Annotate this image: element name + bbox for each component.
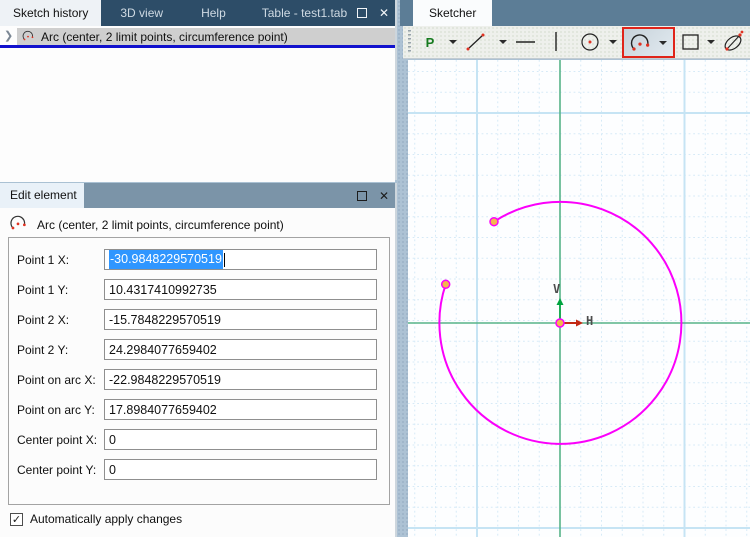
horizontal-line-icon — [516, 41, 535, 43]
field-row: Point 1 X: -30.9848229570519 — [9, 249, 389, 270]
tab-help[interactable]: Help — [201, 6, 226, 20]
edit-window-buttons: ✕ — [356, 183, 389, 209]
axis-v-label: V — [553, 282, 561, 296]
ellipse-icon — [724, 30, 744, 51]
edit-body: Arc (center, 2 limit points, circumferen… — [0, 208, 395, 537]
parameters-groupbox: Point 1 X: -30.9848229570519 Point 1 Y: … — [8, 237, 390, 505]
point-icon: P — [425, 34, 435, 50]
auto-apply-row: ✓ Automatically apply changes — [10, 512, 182, 526]
selection-underline — [0, 45, 395, 48]
sketch-canvas[interactable]: V H — [408, 60, 750, 537]
axis-h-label: H — [586, 314, 594, 328]
selected-text: -30.9848229570519 — [109, 250, 223, 269]
element-title: Arc (center, 2 limit points, circumferen… — [37, 217, 284, 232]
close-icon[interactable]: ✕ — [378, 189, 389, 203]
close-icon[interactable]: ✕ — [378, 6, 389, 20]
edit-element-title[interactable]: Edit element — [0, 183, 84, 208]
maximize-icon[interactable] — [356, 191, 367, 201]
history-row-label: Arc (center, 2 limit points, circumferen… — [41, 30, 288, 44]
tab-table-test1[interactable]: Table - test1.tab — [261, 6, 348, 20]
tab-sketch-history[interactable]: Sketch history — [0, 0, 102, 26]
chevron-down-icon — [707, 40, 715, 44]
field-label: Point 2 Y: — [17, 342, 69, 357]
arc-icon — [8, 213, 28, 236]
rectangle-tool-button[interactable] — [679, 29, 703, 55]
element-header: Arc (center, 2 limit points, circumferen… — [8, 213, 284, 236]
arc-icon — [630, 34, 650, 51]
history-list: ❯ Arc (center, 2 limit points, circumfer… — [0, 28, 395, 182]
row-selection-bg — [17, 28, 395, 45]
history-row-arc[interactable]: ❯ Arc (center, 2 limit points, circumfer… — [0, 28, 395, 45]
field-row: Point 1 Y: — [9, 279, 389, 300]
line-tool-button[interactable] — [463, 29, 489, 55]
tab-3d-view[interactable]: 3D view — [120, 6, 164, 20]
field-row: Point 2 Y: — [9, 339, 389, 360]
field-row: Center point X: — [9, 429, 389, 450]
point-on-arc-y-input[interactable] — [104, 399, 377, 420]
arc-icon — [21, 29, 35, 46]
edit-element-panel: Edit element ✕ Arc (center, 2 limit poin… — [0, 183, 397, 537]
circle-tool-button[interactable] — [578, 29, 604, 55]
line-icon — [466, 33, 485, 51]
maximize-icon[interactable] — [356, 8, 367, 18]
field-label: Point 2 X: — [17, 312, 70, 327]
sketch-history-panel: Sketch history 3D view Help Table - test… — [0, 0, 397, 182]
field-row: Point 2 X: — [9, 309, 389, 330]
point1-y-input[interactable] — [104, 279, 377, 300]
circle-tool-dropdown[interactable] — [607, 29, 619, 55]
field-label: Point 1 X: — [17, 252, 70, 267]
field-label: Point on arc X: — [17, 372, 96, 387]
chevron-down-icon — [499, 40, 507, 44]
circle-icon — [581, 33, 599, 51]
arc-tool-active-highlight — [622, 27, 675, 58]
chevron-down-icon — [659, 41, 667, 45]
horizontal-line-tool-button[interactable] — [513, 29, 539, 55]
sketcher-panel: Sketcher P — [397, 0, 750, 537]
chevron-down-icon — [449, 40, 457, 44]
ellipse-tool-button[interactable] — [719, 29, 747, 55]
left-dock-area: Sketch history 3D view Help Table - test… — [0, 0, 397, 537]
history-window-buttons: ✕ — [356, 0, 389, 26]
field-label: Center point X: — [17, 432, 98, 447]
chevron-down-icon — [609, 40, 617, 44]
auto-apply-checkbox[interactable]: ✓ — [10, 512, 23, 526]
point-tool-button[interactable]: P — [420, 29, 440, 55]
sketcher-toolbar: P — [403, 26, 750, 59]
edit-titlebar: Edit element ✕ — [0, 183, 395, 208]
vertical-line-icon — [555, 32, 557, 51]
field-row: Point on arc X: — [9, 369, 389, 390]
center-point-x-input[interactable] — [104, 429, 377, 450]
center-point-y-input[interactable] — [104, 459, 377, 480]
vertical-line-tool-button[interactable] — [550, 29, 562, 55]
tab-sketcher[interactable]: Sketcher — [413, 0, 493, 26]
sketch-canvas-svg — [408, 60, 750, 537]
point2-x-input[interactable] — [104, 309, 377, 330]
rectangle-tool-dropdown[interactable] — [705, 29, 717, 55]
field-label: Point 1 Y: — [17, 282, 69, 297]
field-label: Point on arc Y: — [17, 402, 95, 417]
point1-x-input[interactable]: -30.9848229570519 — [104, 249, 377, 270]
toolbar-grip[interactable] — [408, 30, 411, 54]
field-row: Center point Y: — [9, 459, 389, 480]
field-row: Point on arc Y: — [9, 399, 389, 420]
sketcher-tabbar: Sketcher — [400, 0, 750, 26]
point-on-arc-x-input[interactable] — [104, 369, 377, 390]
auto-apply-label: Automatically apply changes — [30, 512, 183, 526]
point2-y-input[interactable] — [104, 339, 377, 360]
arc-tool-button[interactable] — [627, 30, 653, 56]
point-tool-dropdown[interactable] — [447, 29, 459, 55]
history-tabbar: Sketch history 3D view Help Table - test… — [0, 0, 395, 26]
field-label: Center point Y: — [17, 462, 97, 477]
arc-tool-dropdown[interactable] — [657, 30, 669, 56]
rectangle-icon — [682, 34, 699, 50]
line-tool-dropdown[interactable] — [497, 29, 509, 55]
text-caret — [223, 252, 225, 267]
expand-chevron-icon[interactable]: ❯ — [4, 30, 14, 42]
